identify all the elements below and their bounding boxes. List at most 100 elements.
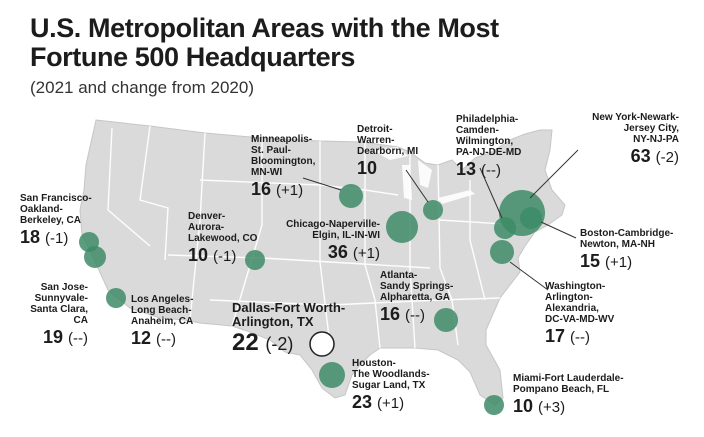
label-dallas-change: (-2): [265, 334, 294, 354]
label-houston-name-3: Sugar Land, TX: [352, 380, 426, 391]
title-line-2: Fortune 500 Headquarters: [30, 42, 355, 72]
label-miami: Miami-Fort Lauderdale- Pompano Beach, FL…: [513, 373, 624, 418]
label-houston-change: (+1): [377, 395, 405, 412]
label-dc-name-2: Arlington-: [545, 292, 593, 303]
label-detroit-name-1: Detroit-: [357, 124, 393, 135]
label-msp-count: 16: [251, 179, 272, 199]
label-msp-name-4: MN-WI: [251, 167, 283, 178]
label-phila-name-4: PA-NJ-DE-MD: [456, 147, 522, 158]
label-sf: San Francisco- Oakland- Berkeley, CA 18 …: [20, 193, 92, 249]
label-chicago-change: (+1): [352, 245, 380, 262]
label-msp-change: (+1): [276, 182, 304, 199]
label-msp-name-3: Bloomington,: [251, 156, 316, 167]
label-atlanta-change: (--): [405, 307, 426, 324]
label-denver-name-1: Denver-: [188, 211, 226, 222]
label-chicago: Chicago-Naperville- Elgin, IL-IN-WI 36 (…: [268, 219, 380, 264]
map-title: U.S. Metropolitan Areas with the Most Fo…: [30, 14, 499, 72]
label-nyc-name-1: New York-Newark-: [592, 112, 679, 123]
bubble-miami[interactable]: [484, 395, 504, 415]
label-sj-name-1: San Jose-: [40, 282, 88, 293]
great-lakes: [372, 147, 475, 204]
label-houston-count: 23: [352, 392, 373, 412]
label-denver-name-3: Lakewood, CO: [188, 233, 258, 244]
bubble-msp[interactable]: [339, 184, 363, 208]
label-nyc: New York-Newark- Jersey City, NY-NJ-PA 6…: [575, 112, 679, 168]
label-sj-name-3: Santa Clara, CA: [30, 304, 88, 326]
label-nyc-count: 63: [630, 146, 651, 166]
label-sf-name-3: Berkeley, CA: [20, 215, 81, 226]
label-phila-name-3: Wilmington,: [456, 136, 514, 147]
label-phila-change: (--): [481, 162, 502, 179]
title-line-1: U.S. Metropolitan Areas with the Most: [30, 13, 499, 43]
label-msp: Minneapolis- St. Paul- Bloomington, MN-W…: [251, 134, 315, 201]
bubble-detroit[interactable]: [423, 200, 443, 220]
bubble-denver[interactable]: [245, 250, 265, 270]
label-dc-change: (--): [570, 329, 591, 346]
bubble-boston[interactable]: [520, 207, 542, 229]
label-msp-name-1: Minneapolis-: [251, 134, 313, 145]
label-sf-name-2: Oakland-: [20, 204, 63, 215]
label-sf-change: (-1): [45, 230, 69, 247]
label-phila-name-1: Philadelphia-: [456, 114, 519, 125]
bubble-sj[interactable]: [84, 246, 106, 268]
label-chicago-count: 36: [327, 242, 348, 262]
label-dc-name-1: Washington-: [545, 281, 606, 292]
label-la-name-3: Anaheim, CA: [131, 316, 194, 327]
label-denver-name-2: Aurora-: [188, 222, 225, 233]
label-miami-name-1: Miami-Fort Lauderdale-: [513, 373, 624, 384]
label-detroit: Detroit- Warren- Dearborn, MI 10: [357, 124, 418, 180]
bubble-houston[interactable]: [319, 362, 345, 388]
label-dallas-name-2: Arlington, TX: [232, 314, 314, 329]
label-nyc-name-2: Jersey City,: [623, 123, 679, 134]
label-la-name-1: Los Angeles-: [131, 294, 194, 305]
label-detroit-count: 10: [357, 158, 378, 178]
label-sj-count: 19: [42, 327, 63, 347]
label-chicago-name-1: Chicago-Naperville-: [286, 219, 380, 230]
leader-lines: [302, 149, 579, 291]
label-denver: Denver- Aurora- Lakewood, CO 10 (-1): [188, 211, 257, 267]
label-atlanta: Atlanta- Sandy Springs- Alpharetta, GA 1…: [380, 270, 453, 326]
label-dc-name-4: DC-VA-MD-WV: [545, 314, 615, 325]
label-boston: Boston-Cambridge- Newton, MA-NH 15 (+1): [580, 228, 673, 273]
label-dc-count: 17: [545, 326, 566, 346]
label-phila-name-2: Camden-: [456, 125, 499, 136]
label-atlanta-name-3: Alpharetta, GA: [380, 292, 451, 303]
label-houston-name-2: The Woodlands-: [352, 369, 430, 380]
label-denver-count: 10: [188, 245, 209, 265]
label-boston-count: 15: [580, 251, 601, 271]
label-sj-change: (--): [68, 330, 88, 347]
label-nyc-name-3: NY-NJ-PA: [633, 134, 679, 145]
label-detroit-name-2: Warren-: [357, 135, 395, 146]
label-miami-change: (+3): [538, 399, 566, 416]
bubble-atlanta[interactable]: [434, 308, 458, 332]
label-miami-name-2: Pompano Beach, FL: [513, 384, 610, 395]
label-houston: Houston- The Woodlands- Sugar Land, TX 2…: [352, 358, 430, 414]
label-phila-count: 13: [456, 159, 477, 179]
label-la-count: 12: [131, 328, 152, 348]
label-dallas-name-1: Dallas-Fort Worth-: [232, 300, 346, 315]
bubble-dallas[interactable]: [309, 331, 335, 357]
label-dallas: Dallas-Fort Worth- Arlington, TX 22 (-2): [232, 301, 345, 357]
label-sf-name-1: San Francisco-: [20, 193, 92, 204]
bubble-dc[interactable]: [490, 240, 514, 264]
label-atlanta-name-1: Atlanta-: [380, 270, 418, 281]
label-nyc-change: (-2): [655, 149, 679, 166]
label-dc: Washington- Arlington- Alexandria, DC-VA…: [545, 281, 614, 348]
label-atlanta-count: 16: [380, 304, 401, 324]
label-la-change: (--): [156, 331, 177, 348]
label-atlanta-name-2: Sandy Springs-: [380, 281, 454, 292]
label-dc-name-3: Alexandria,: [545, 303, 599, 314]
label-sf-count: 18: [20, 227, 41, 247]
label-la-name-2: Long Beach-: [131, 305, 192, 316]
bubble-layer: [79, 184, 545, 415]
label-sj: San Jose- Sunnyvale- Santa Clara, CA 19 …: [18, 282, 88, 349]
label-detroit-name-3: Dearborn, MI: [357, 146, 419, 157]
bubble-chicago[interactable]: [386, 211, 418, 243]
bubble-la[interactable]: [106, 288, 126, 308]
map-subtitle: (2021 and change from 2020): [30, 78, 254, 97]
label-houston-name-1: Houston-: [352, 358, 396, 369]
label-miami-count: 10: [513, 396, 534, 416]
label-boston-name-2: Newton, MA-NH: [580, 239, 655, 250]
label-denver-change: (-1): [213, 248, 237, 265]
